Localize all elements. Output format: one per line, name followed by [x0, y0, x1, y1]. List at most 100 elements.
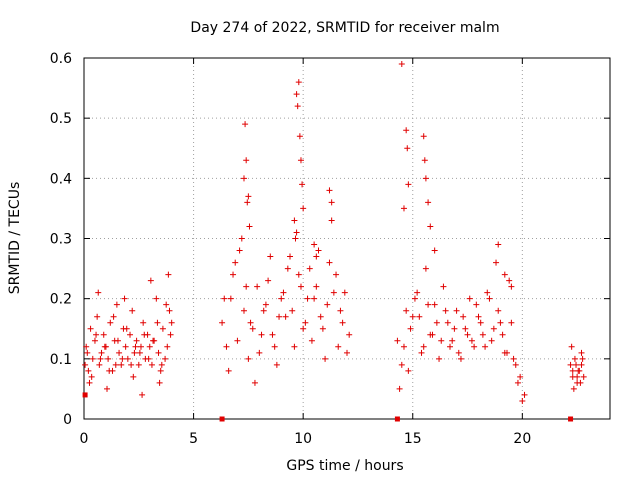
- data-point: [93, 331, 100, 338]
- data-point: [130, 373, 137, 380]
- data-point: [155, 349, 162, 356]
- data-point: [580, 373, 587, 380]
- data-point: [322, 355, 329, 362]
- data-point: [236, 247, 243, 254]
- data-point: [514, 379, 521, 386]
- data-point: [570, 385, 577, 392]
- data-point: [244, 199, 251, 206]
- data-point: [455, 349, 462, 356]
- data-point: [579, 355, 586, 362]
- data-point: [133, 337, 140, 344]
- data-point: [110, 313, 117, 320]
- data-point: [490, 325, 497, 332]
- data-point: [150, 337, 157, 344]
- data-point: [97, 355, 104, 362]
- data-point: [573, 361, 580, 368]
- data-point: [101, 343, 108, 350]
- y-axis-label: SRMTID / TECUs: [7, 182, 23, 295]
- data-point: [398, 61, 405, 68]
- data-point: [227, 295, 234, 302]
- data-point: [578, 361, 585, 368]
- data-point: [147, 277, 154, 284]
- x-axis-label: GPS time / hours: [286, 458, 403, 474]
- data-point: [219, 319, 226, 326]
- data-point: [440, 283, 447, 290]
- data-point: [501, 349, 508, 356]
- y-tick-label: 0.4: [50, 171, 72, 187]
- data-point: [436, 355, 443, 362]
- data-point: [486, 295, 493, 302]
- data-point: [139, 391, 146, 398]
- data-point: [299, 181, 306, 188]
- data-point: [145, 355, 152, 362]
- data-point: [297, 283, 304, 290]
- data-point: [230, 271, 237, 278]
- data-point: [510, 355, 517, 362]
- data-point: [84, 349, 91, 356]
- data-point: [326, 259, 333, 266]
- data-point: [493, 259, 500, 266]
- data-point: [473, 301, 480, 308]
- data-point: [335, 343, 342, 350]
- data-point: [341, 289, 348, 296]
- data-point: [249, 325, 256, 332]
- data-point: [468, 337, 475, 344]
- x-tick-label: 5: [189, 431, 198, 447]
- data-point: [451, 325, 458, 332]
- baseline-markers: [82, 392, 574, 422]
- data-points: [82, 61, 587, 404]
- data-point: [420, 343, 427, 350]
- data-point: [113, 301, 120, 308]
- data-point: [148, 361, 155, 368]
- data-point: [495, 307, 502, 314]
- data-point: [91, 337, 98, 344]
- data-point: [567, 361, 574, 368]
- data-point: [577, 379, 584, 386]
- data-point: [398, 361, 405, 368]
- axis-ticks: 0 0.1 0.2 0.3 0.4 0.5 0.6 0 5 10 15 20: [50, 51, 610, 447]
- data-point: [83, 343, 90, 350]
- data-point: [438, 337, 445, 344]
- data-point: [291, 217, 298, 224]
- data-point: [484, 289, 491, 296]
- data-point: [403, 127, 410, 134]
- data-point: [273, 361, 280, 368]
- data-point: [164, 343, 171, 350]
- data-point: [403, 307, 410, 314]
- data-point: [574, 373, 581, 380]
- data-point: [89, 355, 96, 362]
- x-tick-label: 10: [294, 431, 312, 447]
- data-point: [158, 361, 165, 368]
- data-point: [453, 307, 460, 314]
- data-point: [287, 253, 294, 260]
- data-point: [495, 241, 502, 248]
- data-point: [278, 295, 285, 302]
- baseline-marker: [219, 416, 225, 422]
- data-point: [475, 313, 482, 320]
- y-tick-label: 0.1: [50, 352, 72, 368]
- data-point: [123, 325, 130, 332]
- data-point: [221, 295, 228, 302]
- data-point: [302, 319, 309, 326]
- data-point: [100, 331, 107, 338]
- data-point: [238, 235, 245, 242]
- data-point: [156, 379, 163, 386]
- data-point: [405, 367, 412, 374]
- data-point: [324, 301, 331, 308]
- data-point: [167, 331, 174, 338]
- data-point: [425, 301, 432, 308]
- data-point: [300, 205, 307, 212]
- data-point: [140, 319, 147, 326]
- data-point: [245, 355, 252, 362]
- data-point: [293, 91, 300, 98]
- data-point: [265, 277, 272, 284]
- data-point: [260, 307, 267, 314]
- chart-title: Day 274 of 2022, SRMTID for receiver mal…: [190, 20, 499, 36]
- data-point: [400, 205, 407, 212]
- data-point: [159, 325, 166, 332]
- data-point: [297, 157, 304, 164]
- data-point: [96, 361, 103, 368]
- data-point: [245, 193, 252, 200]
- data-point: [296, 133, 303, 140]
- data-point: [313, 253, 320, 260]
